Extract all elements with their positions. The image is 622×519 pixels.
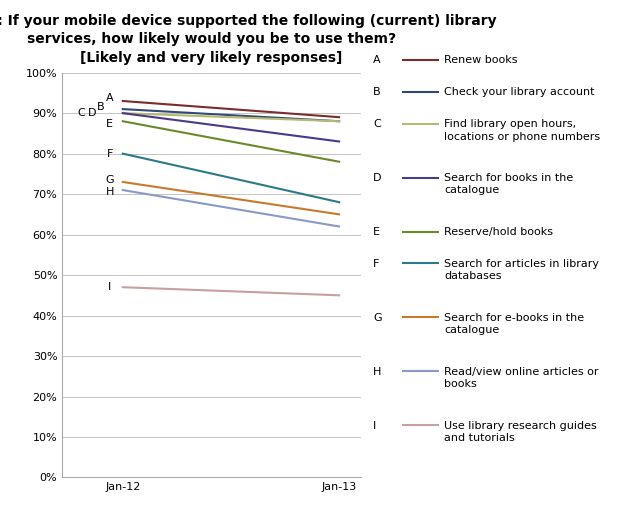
Text: C: C [78,108,86,118]
Text: G: G [106,175,114,185]
Text: C: C [373,119,381,129]
Text: I: I [108,282,111,292]
Text: Search for books in the
catalogue: Search for books in the catalogue [444,173,573,196]
Text: D: D [373,173,382,183]
Text: F: F [106,148,113,159]
Text: H: H [373,367,381,377]
Text: F: F [373,259,379,269]
Text: Renew books: Renew books [444,55,518,65]
Text: I: I [373,420,376,431]
Text: Read/view online articles or
books: Read/view online articles or books [444,367,598,389]
Text: A: A [373,55,381,65]
Text: Find library open hours,
locations or phone numbers: Find library open hours, locations or ph… [444,119,600,142]
Text: E: E [373,227,380,237]
Text: H: H [106,187,114,197]
Text: Use library research guides
and tutorials: Use library research guides and tutorial… [444,420,597,443]
Text: A: A [106,93,114,103]
Text: Reserve/hold books: Reserve/hold books [444,227,553,237]
Text: Search for articles in library
databases: Search for articles in library databases [444,259,599,281]
Text: Check your library account: Check your library account [444,87,595,97]
Text: G: G [373,313,382,323]
Text: E: E [106,119,113,129]
Text: D: D [88,108,97,118]
Text: B: B [97,102,105,112]
Text: Search for e-books in the
catalogue: Search for e-books in the catalogue [444,313,584,335]
Text: B: B [373,87,381,97]
Title: Question: If your mobile device supported the following (current) library
servic: Question: If your mobile device supporte… [0,13,496,64]
